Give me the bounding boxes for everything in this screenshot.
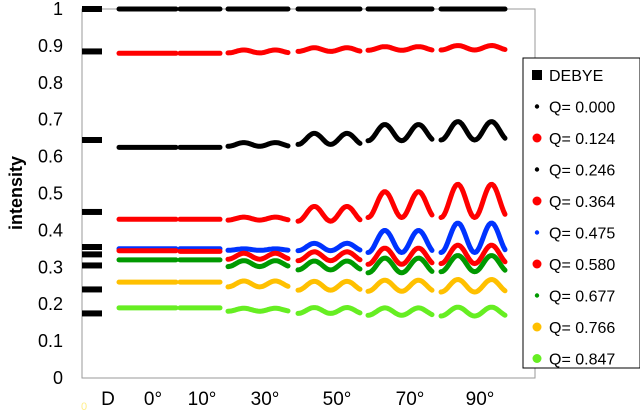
legend-marker <box>534 167 540 172</box>
y-axis-title: intensity <box>6 156 26 230</box>
y-tick-label: 0.9 <box>38 36 63 56</box>
legend-label: Q= 0.580 <box>549 257 615 274</box>
series-curve <box>295 249 363 264</box>
legend-marker <box>532 259 542 269</box>
debye-mark <box>82 6 102 12</box>
x-tick-label: D <box>101 389 115 410</box>
legend-label: Q= 0.000 <box>549 100 615 117</box>
series-curve <box>438 277 508 295</box>
series-curve <box>365 245 435 267</box>
debye-mark <box>82 251 102 258</box>
legend-marker <box>532 322 542 332</box>
series-marks <box>116 6 508 319</box>
y-tick-label: 0 <box>53 368 63 388</box>
legend-label: Q= 0.246 <box>549 163 615 180</box>
series-curve <box>295 45 363 54</box>
y-tick-label: 0.1 <box>38 331 63 351</box>
series-curve <box>438 253 508 275</box>
series-curve <box>365 255 435 276</box>
series-curve <box>225 140 291 149</box>
legend-label: Q= 0.766 <box>549 320 615 337</box>
faint-left-label: 0 <box>81 401 87 410</box>
x-axis-labels: D 0° 10° 30° 50° 70° 90° <box>101 389 494 410</box>
y-tick-label: 0.8 <box>38 73 63 93</box>
series-curve <box>365 189 435 220</box>
series-curve <box>365 122 435 144</box>
series-curve <box>438 43 508 53</box>
series-curve <box>225 278 291 290</box>
series-curve <box>295 278 363 293</box>
series-curve <box>438 242 508 267</box>
debye-series <box>82 6 102 317</box>
x-tick-label: 30° <box>251 389 280 410</box>
debye-mark <box>82 208 102 215</box>
series-curve <box>225 246 291 253</box>
legend-label: DEBYE <box>549 68 603 85</box>
debye-mark <box>82 48 102 55</box>
debye-mark <box>82 244 102 251</box>
y-tick-label: 0.3 <box>38 257 63 277</box>
series-curve <box>365 277 435 294</box>
y-tick-label: 0.2 <box>38 294 63 314</box>
series-curve <box>295 130 363 147</box>
legend: DEBYE Q= 0.000 Q= 0.124 Q= 0.246 Q= 0.364 Q= … <box>522 57 640 369</box>
series-curve <box>365 305 435 318</box>
y-tick-label: 0.6 <box>38 147 63 167</box>
series-curve <box>225 47 291 56</box>
series-curve <box>295 258 363 273</box>
series-curve <box>225 258 291 270</box>
legend-label: Q= 0.124 <box>549 131 615 148</box>
legend-marker <box>532 70 542 80</box>
legend-marker <box>534 230 540 235</box>
debye-mark <box>82 136 102 143</box>
x-tick-label: 0° <box>144 389 162 410</box>
series-curve <box>225 214 291 223</box>
debye-mark <box>82 310 102 317</box>
series-curve <box>225 250 291 262</box>
series-curve <box>438 181 508 220</box>
x-tick-label: 10° <box>188 389 217 410</box>
legend-label: Q= 0.847 <box>549 352 615 369</box>
legend-marker <box>534 293 540 298</box>
x-tick-label: 90° <box>466 389 495 410</box>
series-curve <box>295 305 363 316</box>
legend-label: Q= 0.475 <box>549 226 615 243</box>
series-curve <box>225 305 291 314</box>
legend-label: Q= 0.364 <box>549 194 615 211</box>
legend-marker <box>532 354 542 363</box>
legend-marker <box>534 104 540 109</box>
legend-label: Q= 0.677 <box>549 289 615 306</box>
series-curve <box>365 44 435 53</box>
y-tick-label: 0.7 <box>38 110 63 130</box>
series-curve <box>295 240 363 254</box>
series-curve <box>438 220 508 255</box>
y-axis-ticks: 0 0.1 0.2 0.3 0.4 0.5 0.6 0.7 0.8 0.9 1 <box>38 0 63 388</box>
debye-mark <box>82 262 102 269</box>
y-tick-label: 0.4 <box>38 220 63 240</box>
legend-box <box>522 57 640 369</box>
y-tick-label: 1 <box>53 0 63 19</box>
x-tick-label: 50° <box>323 389 352 410</box>
series-curve <box>438 304 508 319</box>
series-curve <box>438 119 508 143</box>
legend-marker <box>532 196 542 206</box>
x-tick-label: 70° <box>396 389 425 410</box>
debye-mark <box>82 286 102 293</box>
series-curve <box>295 204 363 224</box>
legend-marker <box>532 133 542 143</box>
y-tick-label: 0.5 <box>38 184 63 204</box>
series-curve <box>365 228 435 255</box>
